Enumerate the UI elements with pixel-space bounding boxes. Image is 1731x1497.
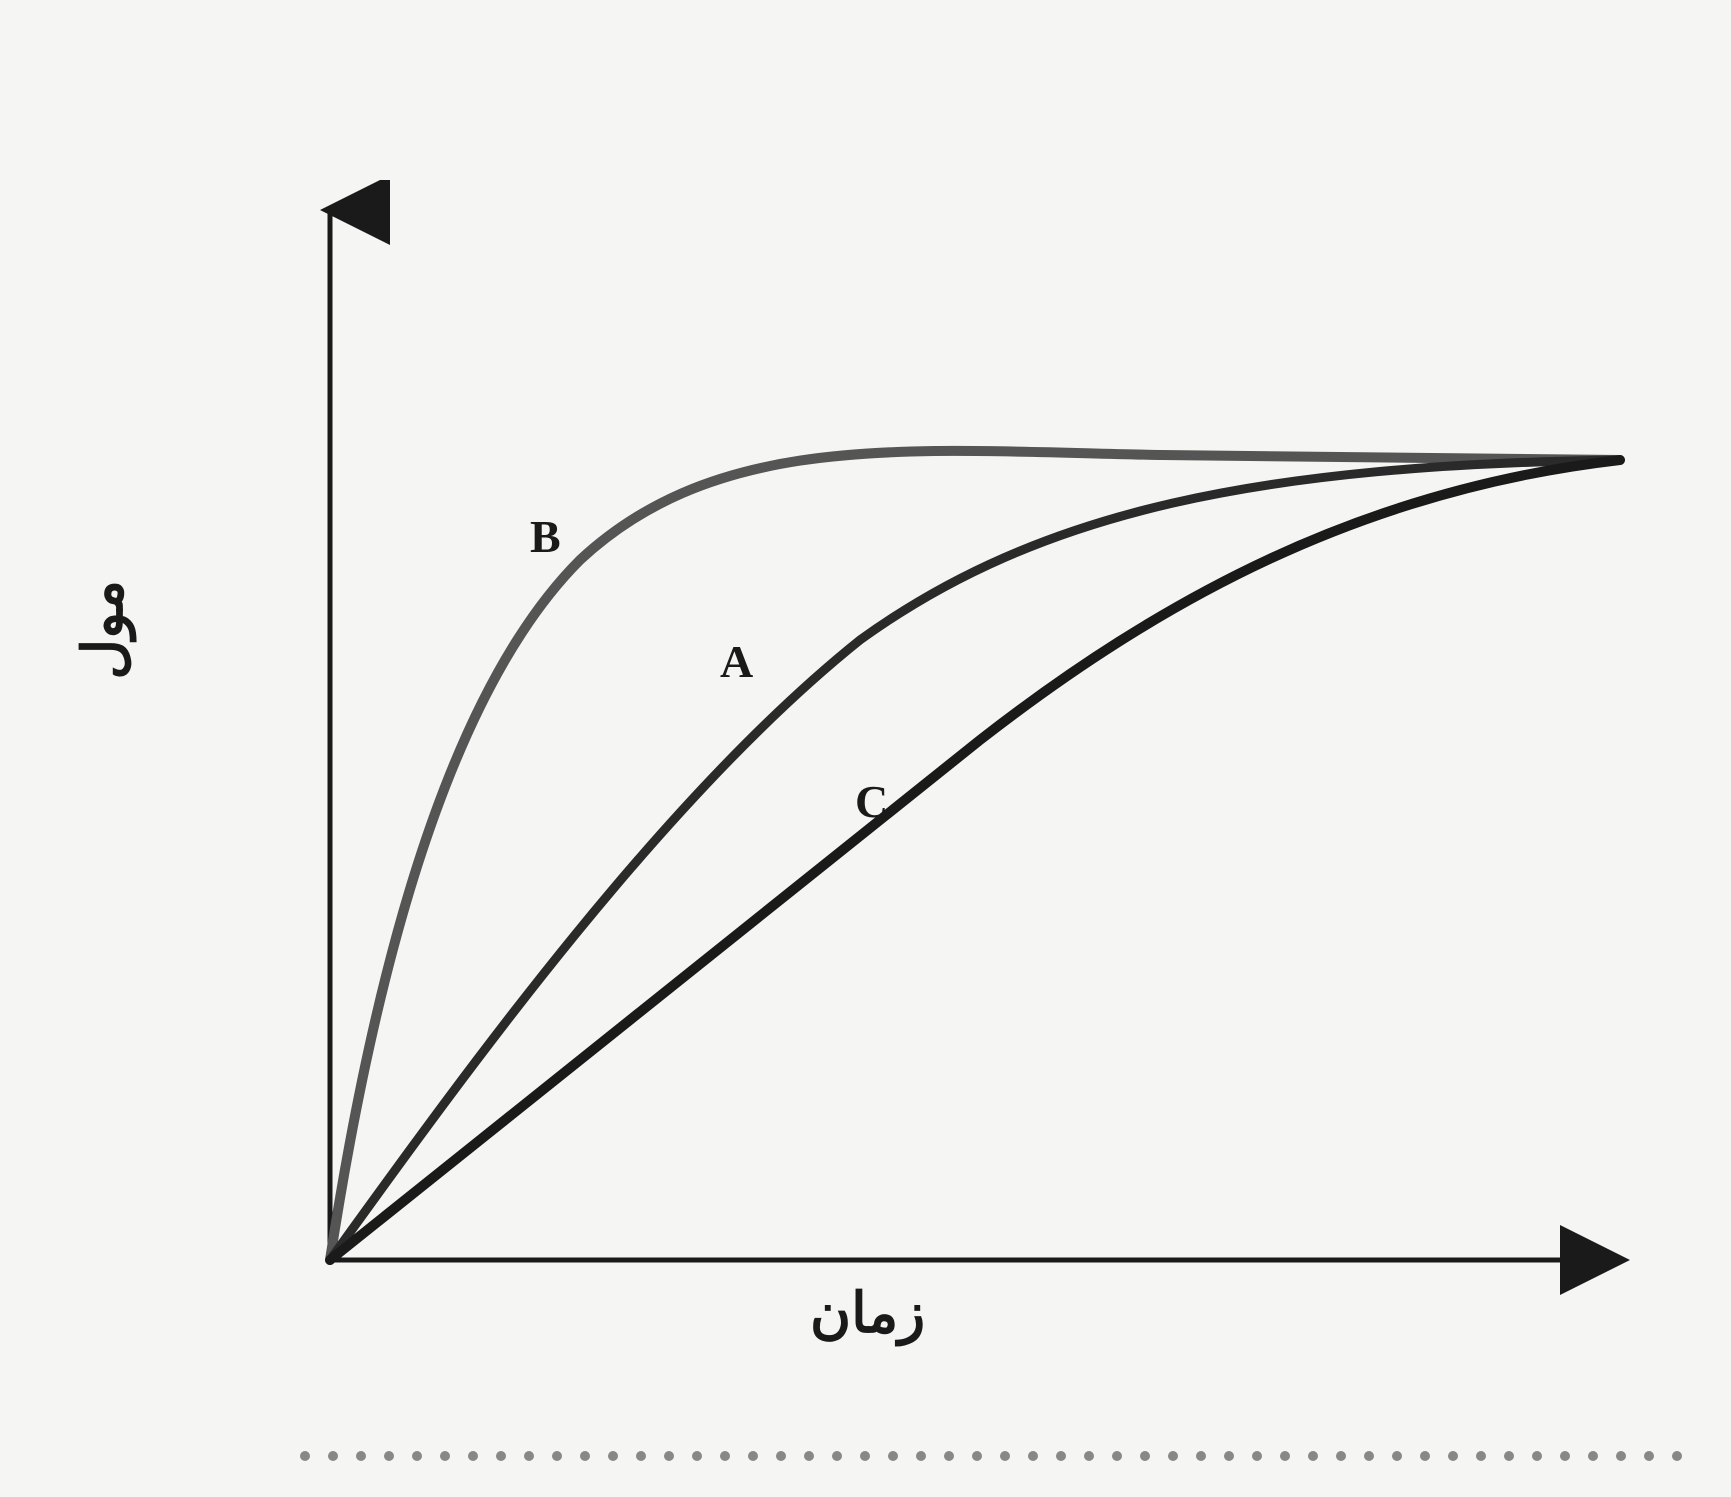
y-axis-label: مول [70,580,135,680]
x-axis-label: زمان [810,1280,925,1346]
chart-svg [160,180,1640,1360]
curve-c-label: C [855,775,888,828]
curve-a [330,460,1620,1260]
curve-c [330,460,1620,1260]
curve-a-label: A [720,635,753,688]
dotted-border [300,1447,1701,1467]
chart-container: B A C مول زمان [160,180,1640,1280]
curve-b-label: B [530,510,561,563]
